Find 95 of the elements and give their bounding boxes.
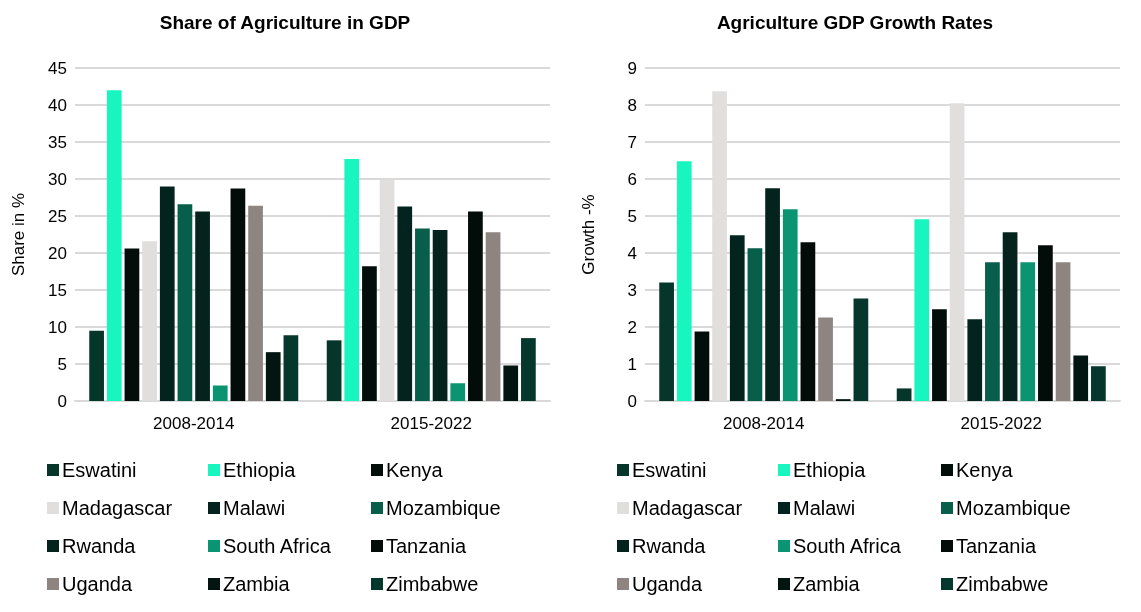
bar [896,388,912,401]
legend-label: Uganda [62,573,133,595]
legend-label: Zimbabwe [386,573,479,595]
legend-label: Malawi [793,497,856,519]
legend-label: Rwanda [62,535,137,557]
bar [159,186,175,401]
y-tick-label: 6 [627,169,637,189]
bar [450,383,466,401]
bar [1002,232,1018,401]
bar [1073,355,1089,401]
legend-label: Ethiopia [793,459,867,481]
y-tick-label: 0 [627,391,637,411]
bar [729,235,745,401]
legend-label: Uganda [632,573,703,595]
bar [782,209,798,401]
legend-label: Mozambique [386,497,501,519]
bar [415,228,430,401]
bar [177,204,193,401]
bar [1020,262,1036,401]
bar [1038,245,1053,401]
bar [195,211,210,401]
y-tick-label: 40 [48,95,67,115]
bar [106,90,122,401]
legend-label: Madagascar [632,497,743,519]
legend-label: Zambia [793,573,861,595]
y-tick-label: 25 [48,206,67,226]
y-tick-label: 5 [57,354,67,374]
y-tick-label: 35 [48,132,67,152]
y-tick-label: 45 [48,58,67,78]
legend-label: Rwanda [632,535,707,557]
legend-label: Malawi [223,497,286,519]
bar [853,298,869,401]
bar [1091,366,1106,401]
y-tick-label: 1 [627,354,637,374]
bar [265,352,281,401]
bar [362,266,377,401]
legend-label: Kenya [956,459,1014,481]
legend-label: Zambia [223,573,291,595]
y-axis-title: Share in % [9,192,28,277]
legend-label: Zimbabwe [956,573,1049,595]
bar [985,262,1000,401]
bar [747,248,763,401]
y-tick-label: 7 [627,132,637,152]
bar [89,330,104,401]
bar [283,335,299,401]
legend-label: Madagascar [62,497,173,519]
bar [432,230,448,401]
bar [659,282,674,401]
bar [694,331,710,401]
bar [1055,262,1071,401]
x-tick-label: 2015-2022 [390,414,472,433]
bar [397,206,413,401]
legend-label: South Africa [793,535,902,557]
bar [212,385,228,401]
bar [344,159,360,401]
y-tick-label: 8 [627,95,637,115]
bar [468,211,483,401]
bar [326,340,342,401]
legend-label: Eswatini [62,459,137,481]
bar [932,309,947,401]
bar [765,188,780,401]
y-tick-label: 30 [48,169,67,189]
y-tick-label: 10 [48,317,67,337]
legend-label: Tanzania [956,535,1037,557]
x-tick-label: 2008-2014 [723,414,805,433]
bar [503,365,519,401]
y-tick-label: 0 [57,391,67,411]
x-tick-label: 2008-2014 [153,414,235,433]
chart-title: Share of Agriculture in GDP [159,12,411,33]
legend-label: Mozambique [956,497,1071,519]
y-axis-title: Growth -% [579,194,598,275]
bar [230,188,246,401]
bar [124,248,140,401]
bar [914,219,930,401]
y-tick-label: 20 [48,243,67,263]
bar [800,242,816,401]
y-tick-label: 9 [627,58,637,78]
y-tick-label: 3 [627,280,637,300]
x-tick-label: 2015-2022 [960,414,1042,433]
y-tick-label: 5 [627,206,637,226]
bar [248,205,263,401]
bar [818,317,833,401]
y-tick-label: 15 [48,280,67,300]
legend-label: Ethiopia [223,459,297,481]
legend-label: Tanzania [386,535,467,557]
bar [676,161,692,401]
y-tick-label: 4 [627,243,637,263]
legend-label: Kenya [386,459,444,481]
bar [485,232,501,401]
legend-label: South Africa [223,535,332,557]
chart-title: Agriculture GDP Growth Rates [716,12,994,33]
bar [967,319,983,401]
bar [521,338,536,401]
y-tick-label: 2 [627,317,637,337]
legend-label: Eswatini [632,459,707,481]
